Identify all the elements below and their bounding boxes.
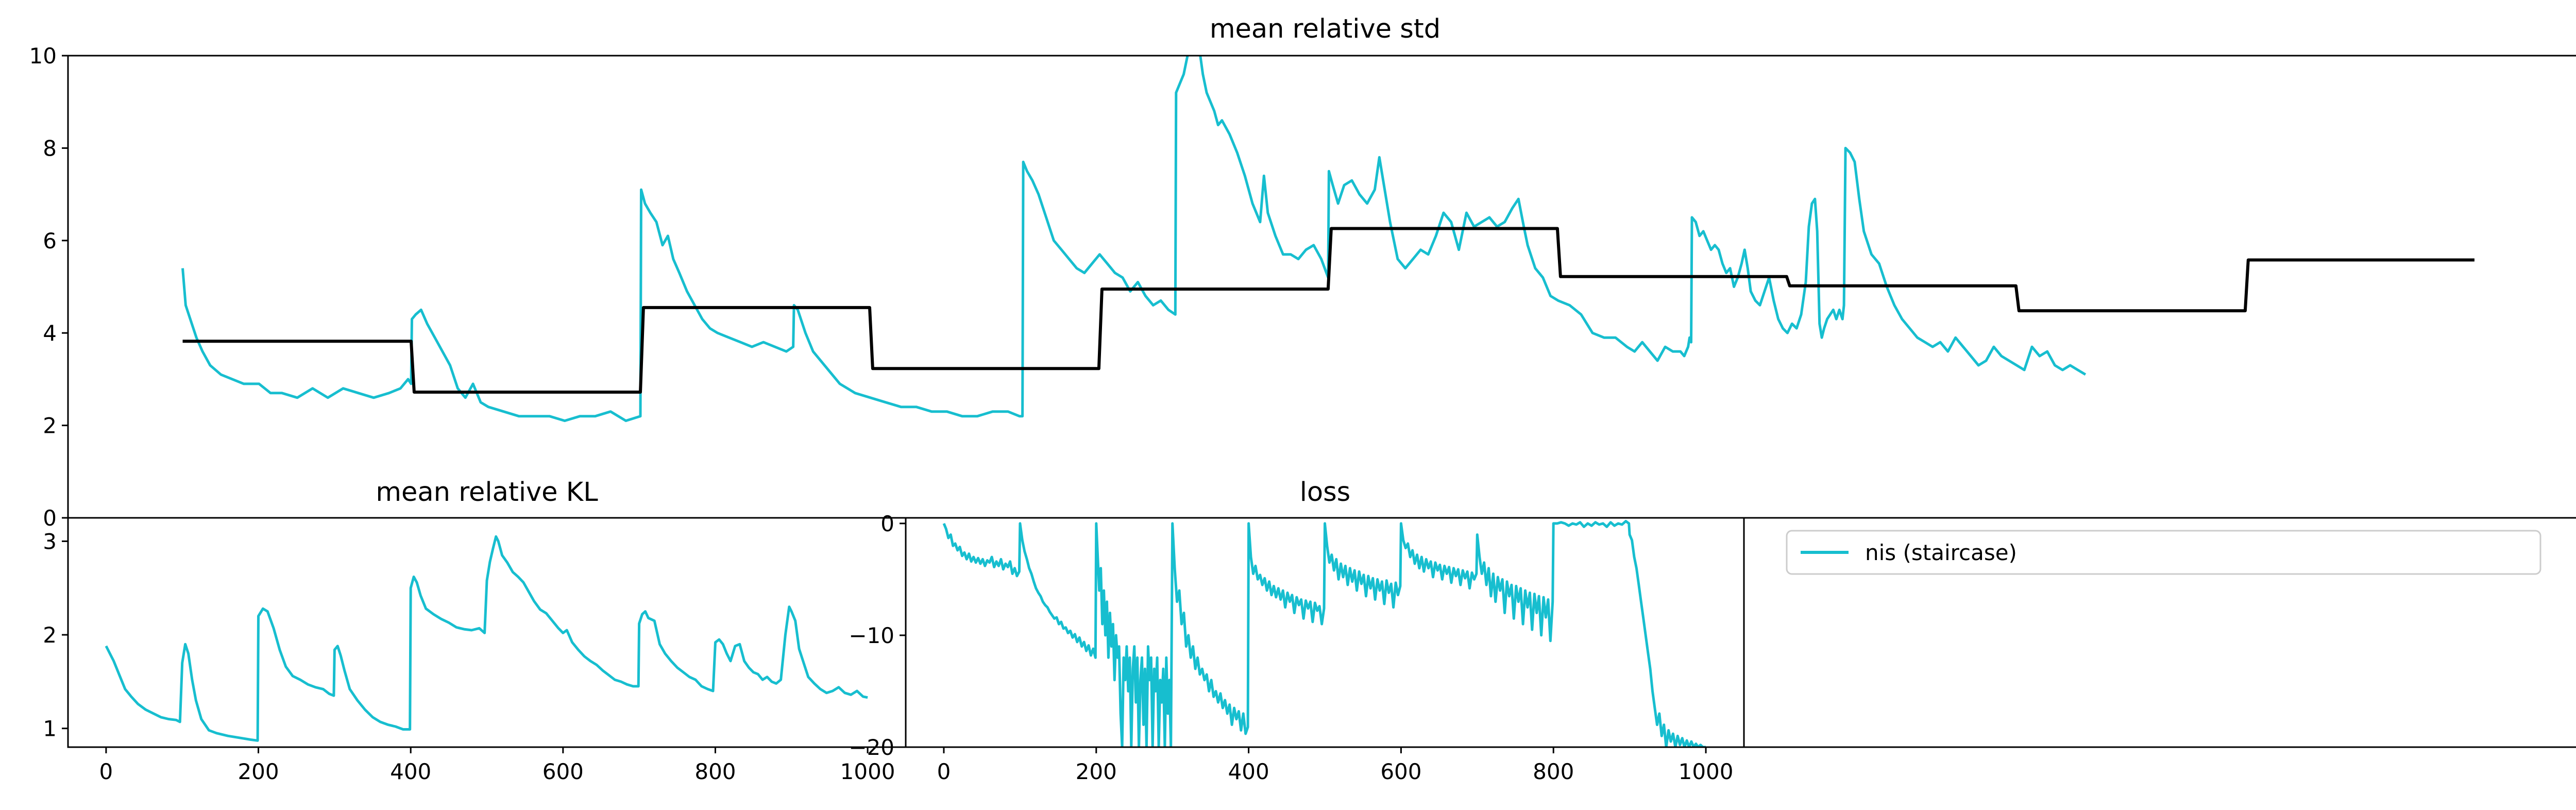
axis-ticks: 1 2 3 0 200 400 600 800 1000 — [43, 529, 895, 784]
legend-panel: nis (staircase) — [1743, 517, 2576, 748]
legend-box — [1786, 530, 2541, 575]
x-tick-label: 200 — [1076, 759, 1117, 784]
series-line — [105, 535, 868, 742]
x-tick-label: 400 — [1228, 759, 1269, 784]
y-tick-label: 0 — [43, 505, 57, 531]
y-tick-label: 2 — [43, 622, 57, 648]
x-tick-label: 800 — [694, 759, 736, 784]
x-tick-label: 0 — [99, 759, 113, 784]
x-tick-label: 0 — [937, 759, 951, 784]
step-line — [182, 227, 2475, 394]
y-tick-label: 10 — [29, 43, 57, 69]
panel-loss: loss 0 −10 −20 0 200 400 600 800 1000 — [849, 477, 1745, 784]
chart-title: mean relative std — [1210, 14, 1440, 44]
y-tick-label: 1 — [43, 716, 57, 741]
y-tick-label: −20 — [849, 735, 894, 760]
x-tick-label: 1000 — [840, 759, 895, 784]
legend-label: nis (staircase) — [1865, 540, 2017, 565]
x-tick-label: 600 — [1380, 759, 1421, 784]
x-tick-label: 800 — [1533, 759, 1574, 784]
x-tick-label: 200 — [238, 759, 279, 784]
plot-area — [105, 535, 868, 742]
series-line — [181, 56, 2087, 423]
y-axis-ticks: 0 2 4 6 8 10 — [29, 43, 68, 531]
series-line — [942, 520, 1706, 747]
x-tick-label: 400 — [390, 759, 431, 784]
y-tick-label: 3 — [43, 529, 57, 554]
plot-area — [181, 56, 2475, 423]
x-tick-label: 1000 — [1679, 759, 1734, 784]
y-tick-label: −10 — [849, 623, 894, 648]
axis-ticks: 0 −10 −20 0 200 400 600 800 1000 — [849, 511, 1733, 784]
y-tick-label: 8 — [43, 136, 57, 161]
panel-mean-relative-std: mean relative std 0 2 4 6 8 10 — [29, 14, 2576, 531]
axes-frame — [1743, 517, 2576, 748]
y-tick-label: 2 — [43, 413, 57, 438]
chart-title: mean relative KL — [376, 477, 598, 508]
y-tick-label: 4 — [43, 320, 57, 346]
y-tick-label: 0 — [880, 511, 894, 536]
y-tick-label: 6 — [43, 228, 57, 254]
plot-area — [942, 520, 1706, 747]
chart-title: loss — [1300, 477, 1351, 508]
x-tick-label: 600 — [543, 759, 584, 784]
